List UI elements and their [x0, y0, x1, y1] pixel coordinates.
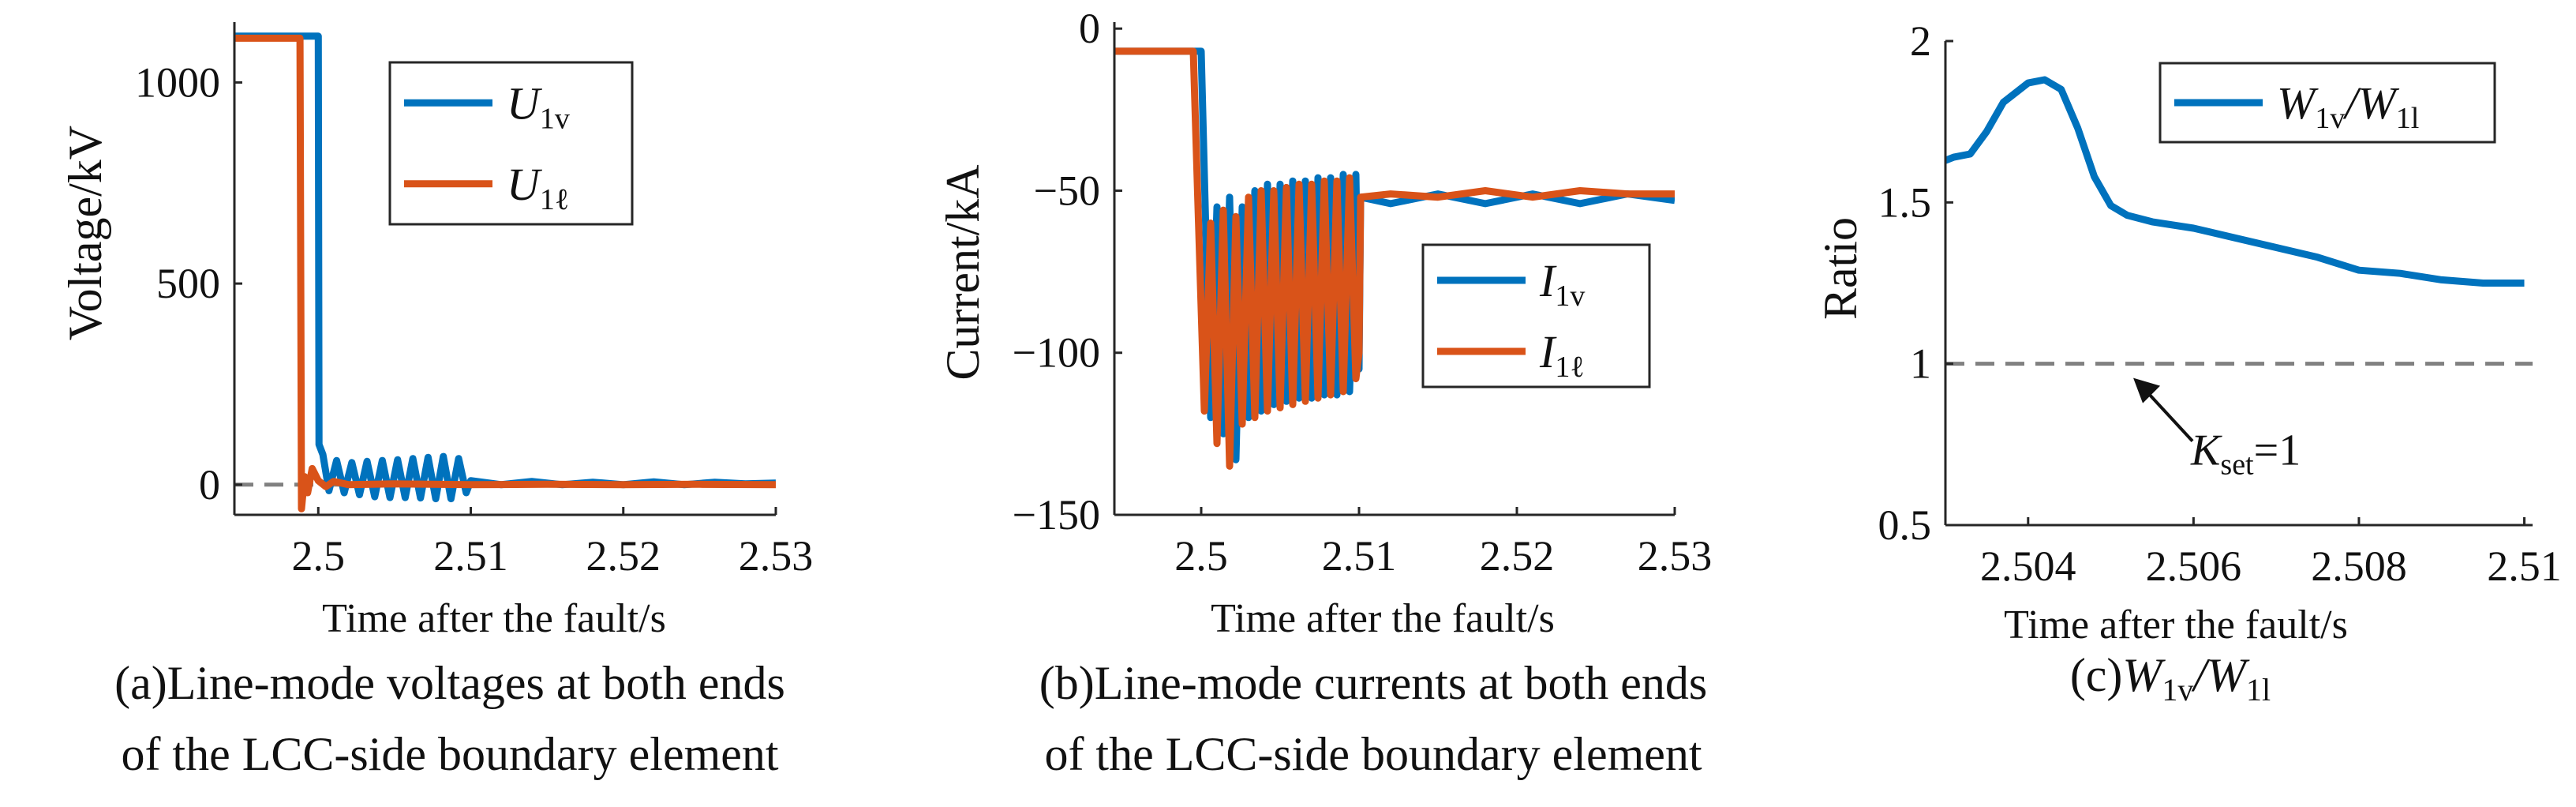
panel-c-legend-sub: 1v [2315, 102, 2345, 135]
panel-c-caption-prefix: (c) [2070, 649, 2123, 701]
panel-a-legend-label-2: U1ℓ [507, 159, 569, 216]
panel-b-ytick-label: −100 [1013, 329, 1100, 377]
panel-c-ytick-label: 1 [1910, 340, 1931, 388]
panel-b-caption-line1: (b)Line-mode currents at both ends [1039, 657, 1707, 709]
panel-b-legend-label-1: I1v [1539, 255, 1585, 313]
panel-c-ytick-label: 0.5 [1878, 501, 1932, 549]
panel-a-legend-sub: 1v [540, 102, 570, 135]
panel-c-annotation-arrowhead [2133, 377, 2161, 404]
panel-c-annotation-arrow [2143, 388, 2194, 443]
panel-c-ylabel: Ratio [1814, 217, 1866, 320]
panel-b-legend-box [1421, 243, 1651, 388]
panel-c-caption-slash: /W [2191, 649, 2250, 701]
panel-a-legend-base: U [507, 77, 543, 129]
panel-a-legend-label-1: U1v [507, 77, 570, 135]
panel-c-legend-base: W [2277, 77, 2319, 129]
panel-b-xlabel: Time after the fault/s [1211, 596, 1555, 641]
panel-c-xtick-label: 2.504 [1980, 542, 2076, 590]
panel-c-legend-sub: 1l [2396, 102, 2420, 135]
panel-b-ytick-label: 0 [1079, 5, 1100, 52]
panel-b-legend-base: I [1539, 326, 1557, 377]
panel-a-xtick-label: 2.5 [292, 532, 346, 580]
panel-c-caption-w1: W [2122, 649, 2166, 701]
panel-b-xtick-label: 2.51 [1322, 532, 1397, 580]
panel-c-legend-base: /W [2342, 77, 2399, 129]
panel-b-ytick-label: −150 [1013, 491, 1100, 539]
panel-b-ylabel: Current/kA [937, 164, 989, 380]
panel-c: 2.504 2.506 2.508 2.510.511.52W1v/W1lKset=1… [1814, 17, 2562, 708]
panel-b-series-2-line [1114, 47, 1675, 470]
panel-c-annotation-text: =1 [2254, 426, 2301, 475]
panel-a-ytick-label: 0 [199, 461, 220, 509]
panel-b-legend-label-2: I1ℓ [1539, 326, 1585, 384]
panel-a-ytick-label: 500 [156, 260, 220, 307]
panel-b-xtick-label: 2.52 [1480, 532, 1555, 580]
panel-c-xtick-label: 2.51 [2487, 542, 2562, 590]
panel-c-xlabel: Time after the fault/s [2004, 602, 2348, 647]
panel-a-caption-line1: (a)Line-mode voltages at both ends [114, 657, 785, 709]
panel-b-legend-sub: 1v [1555, 280, 1585, 313]
panel-c-series-1-line [1945, 76, 2525, 287]
panel-a-ytick-label: 1000 [135, 58, 220, 106]
panel-c-caption-sub1: 1v [2162, 672, 2193, 708]
panel-c-annotation-base: K [2190, 426, 2222, 475]
panel-c-ytick-label: 2 [1910, 17, 1931, 65]
panel-a-ylabel: Voltage/kV [59, 126, 111, 340]
panel-b-xtick-label: 2.5 [1174, 532, 1228, 580]
panel-a-caption-line2: of the LCC-side boundary element [121, 728, 778, 780]
panel-b-legend-sub: 1ℓ [1555, 351, 1584, 384]
panel-a-xtick-label: 2.51 [433, 532, 508, 580]
panel-a-legend-sub: 1ℓ [540, 183, 569, 216]
panel-c-annotation-label: Kset=1 [2190, 426, 2301, 482]
panel-a-xtick-label: 2.53 [739, 532, 814, 580]
panel-c-legend-label-1: W1v/W1l [2277, 77, 2419, 135]
panel-a-legend-base: U [507, 159, 543, 210]
panel-c-plot: 2.504 2.506 2.508 2.51 0.5 1 1.5 2 W1v/W1l Kset=1 [1878, 17, 2562, 590]
panel-b-ytick-label: −50 [1034, 167, 1100, 214]
panel-c-xtick-label: 2.508 [2311, 542, 2407, 590]
panel-c-annotation-sub: set [2220, 449, 2254, 482]
panel-b-xtick-label: 2.53 [1638, 532, 1713, 580]
panel-a-xlabel: Time after the fault/s [322, 596, 666, 641]
panel-c-caption: (c)W1v/W1l [2070, 649, 2271, 708]
panel-c-xtick-label: 2.506 [2146, 542, 2242, 590]
panel-b-caption-line2: of the LCC-side boundary element [1044, 728, 1702, 780]
panel-c-ytick-label: 1.5 [1878, 178, 1932, 226]
panel-b-legend-base: I [1539, 255, 1557, 306]
panel-a-series-2-line [234, 34, 776, 512]
panel-a-xtick-label: 2.52 [586, 532, 661, 580]
panel-c-caption-sub2: 1l [2246, 672, 2271, 708]
panel-a-legend-box [388, 61, 634, 226]
